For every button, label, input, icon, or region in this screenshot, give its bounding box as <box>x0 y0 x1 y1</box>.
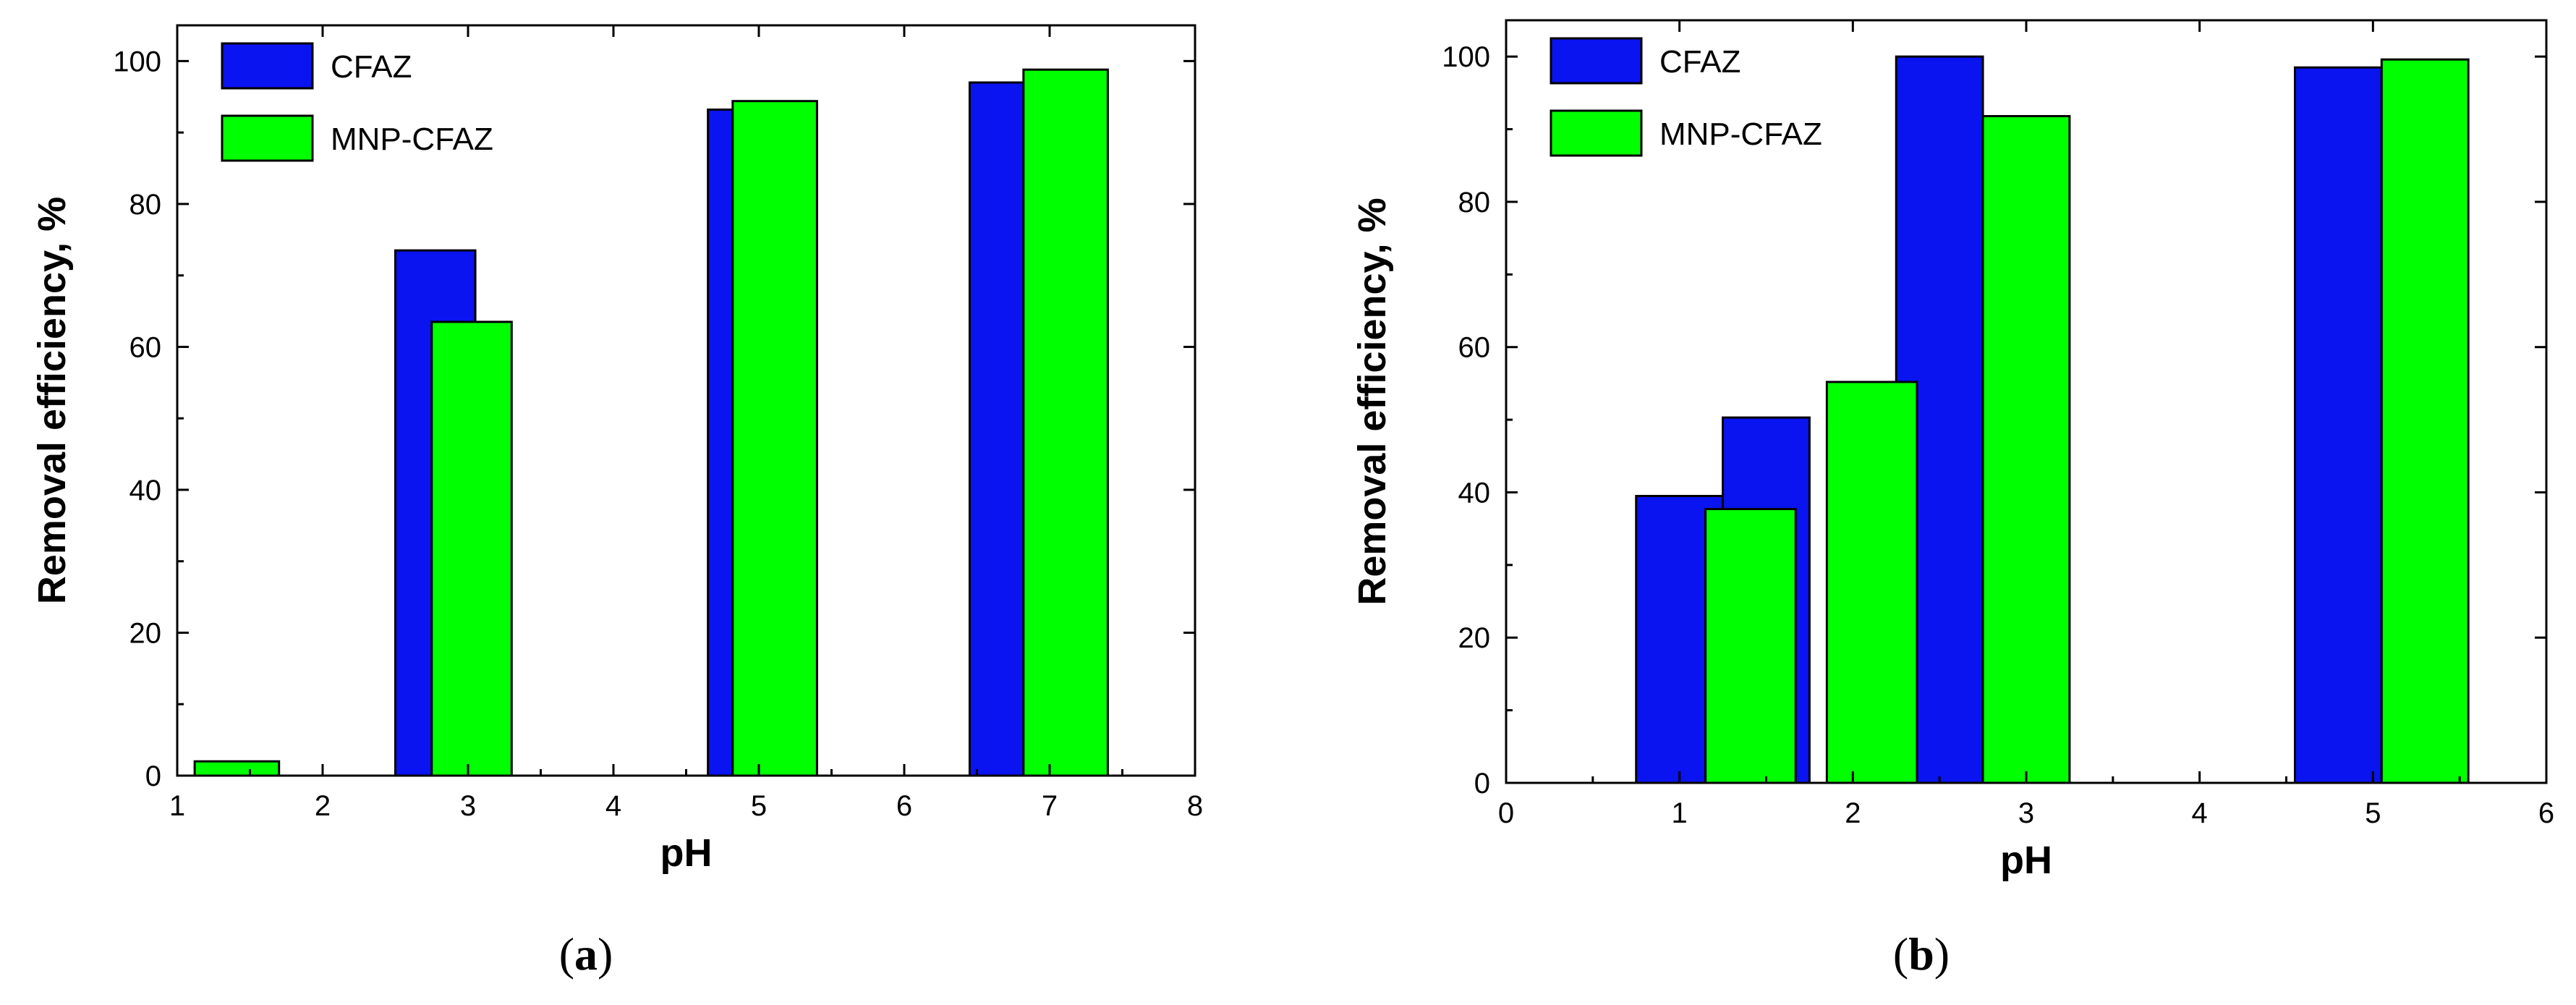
panel-label: (a) <box>559 928 613 980</box>
x-axis-title: pH <box>2000 839 2052 882</box>
x-tick-label: 2 <box>315 790 331 822</box>
x-tick-label: 4 <box>2192 797 2208 829</box>
y-tick-label: 20 <box>129 617 162 649</box>
bar-cfaz-3 <box>2293 66 2383 784</box>
bar-mnp-cfaz-2 <box>1981 115 2071 784</box>
legend-swatch-cfaz <box>221 42 314 90</box>
bar-mnp-cfaz-1 <box>1825 381 1918 784</box>
legend: CFAZ MNP-CFAZ <box>1550 37 1822 157</box>
legend-label-cfaz: CFAZ <box>1659 44 1740 80</box>
bar-mnp-cfaz-0 <box>193 760 281 777</box>
x-tick-label: 8 <box>1187 790 1203 822</box>
y-tick-label: 40 <box>129 475 162 506</box>
y-tick-label: 0 <box>145 760 161 792</box>
x-tick-label: 0 <box>1498 797 1514 829</box>
legend-swatch-mnp-cfaz <box>221 114 314 162</box>
x-tick-label: 3 <box>460 790 476 822</box>
legend-swatch-cfaz <box>1550 37 1643 85</box>
x-tick-label: 3 <box>2018 797 2034 829</box>
y-tick-label: 100 <box>113 46 161 77</box>
x-axis-title: pH <box>660 831 713 875</box>
y-axis-title: Removal efficiency, % <box>1351 198 1394 605</box>
bar-mnp-cfaz-1 <box>430 321 513 777</box>
x-tick-label: 1 <box>1672 797 1688 829</box>
y-tick-label: 60 <box>1458 332 1491 364</box>
y-tick-label: 100 <box>1442 41 1490 73</box>
bar-mnp-cfaz-2 <box>731 100 818 777</box>
y-tick-label: 80 <box>1458 187 1491 219</box>
x-tick-label: 6 <box>2538 797 2554 829</box>
x-tick-label: 6 <box>896 790 912 822</box>
x-tick-label: 7 <box>1042 790 1058 822</box>
bar-mnp-cfaz-3 <box>1022 68 1109 777</box>
legend-label-mnp-cfaz: MNP-CFAZ <box>331 122 493 157</box>
bar-mnp-cfaz-0 <box>1704 508 1797 784</box>
x-tick-label: 4 <box>605 790 621 822</box>
y-tick-label: 0 <box>1474 768 1490 800</box>
legend-swatch-mnp-cfaz <box>1550 109 1643 157</box>
legend: CFAZ MNP-CFAZ <box>221 42 493 162</box>
x-tick-label: 1 <box>169 790 185 822</box>
legend-label-mnp-cfaz: MNP-CFAZ <box>1659 116 1822 152</box>
y-tick-label: 40 <box>1458 477 1491 509</box>
legend-label-cfaz: CFAZ <box>331 49 412 85</box>
y-tick-label: 20 <box>1458 622 1491 654</box>
x-tick-label: 2 <box>1845 797 1861 829</box>
y-tick-label: 80 <box>129 189 162 221</box>
y-tick-label: 60 <box>129 331 162 363</box>
y-axis-title: Removal efficiency, % <box>30 197 74 604</box>
x-tick-label: 5 <box>751 790 767 822</box>
bar-mnp-cfaz-3 <box>2380 58 2470 784</box>
x-tick-label: 5 <box>2365 797 2381 829</box>
panel-label: (b) <box>1893 928 1950 980</box>
